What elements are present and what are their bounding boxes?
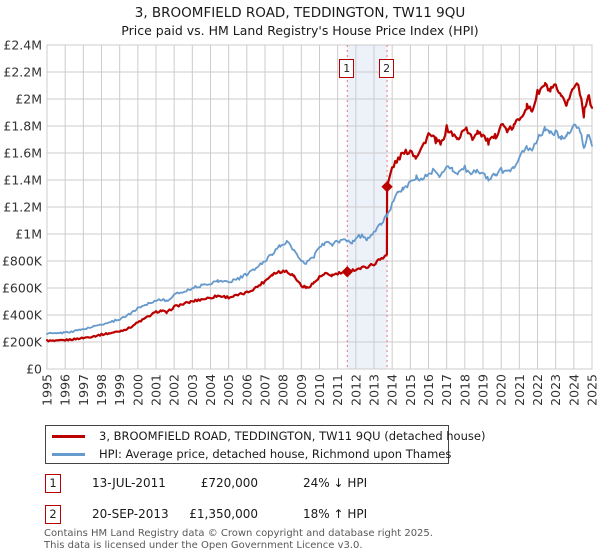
x-tick-label: 2017 [439,374,454,406]
sale-diamond-1 [341,266,353,278]
x-tick-label: 2005 [221,374,236,406]
x-tick-label: 2006 [239,374,254,406]
sale-diamond-2 [381,181,393,193]
sale-number-badge-1: 1 [45,474,61,493]
page-subtitle: Price paid vs. HM Land Registry's House … [121,23,479,38]
y-tick-label: £1.2M [3,200,42,215]
sale-marker-flag-2: 2 [379,59,395,78]
sale-hpi-delta-1: 24% ↓ HPI [303,476,368,490]
x-tick-label: 2023 [548,374,563,406]
sale-price-1: £720,000 [200,476,258,490]
sale-marker-flag-1: 1 [339,59,355,78]
y-tick-label: £2.2M [3,65,42,80]
x-tick-label: 2001 [149,374,164,406]
page-title: 3, BROOMFIELD ROAD, TEDDINGTON, TW11 9QU [134,5,466,21]
y-tick-label: £800K [2,254,43,269]
x-tick-label: 2000 [130,374,145,406]
x-tick-label: 2002 [167,374,182,406]
chart-legend: 3, BROOMFIELD ROAD, TEDDINGTON, TW11 9QU… [45,425,485,464]
y-tick-label: £1.8M [3,119,42,134]
x-tick-label: 1996 [58,374,73,406]
x-tick-label: 2011 [330,374,345,406]
legend-label-property: 3, BROOMFIELD ROAD, TEDDINGTON, TW11 9QU… [99,429,486,443]
sale-hpi-delta-2: 18% ↑ HPI [303,507,368,521]
y-tick-label: £2.4M [3,38,42,53]
legend-row-hpi: HPI: Average price, detached house, Rich… [46,445,452,463]
sale-price-2: £1,350,000 [189,507,258,521]
x-tick-label: 2024 [566,374,581,406]
x-tick-label: 2004 [203,374,218,406]
licence-line: This data is licensed under the Open Gov… [44,540,363,551]
x-tick-label: 2021 [512,374,527,406]
sale-date-2: 20-SEP-2013 [92,507,169,521]
legend-row-property: 3, BROOMFIELD ROAD, TEDDINGTON, TW11 9QU… [46,427,485,445]
y-tick-label: £1.4M [3,173,42,188]
hpi-line-sample [52,453,85,456]
copyright-line: Contains HM Land Registry data © Crown c… [44,528,433,539]
plot-frame [46,44,593,370]
legend-label-hpi: HPI: Average price, detached house, Rich… [99,447,452,461]
x-tick-label: 1997 [76,374,91,406]
x-tick-label: 2014 [385,374,400,406]
x-tick-label: 2020 [494,374,509,406]
x-tick-label: 2008 [276,374,291,406]
x-tick-label: 2003 [185,374,200,406]
sale-date-1: 13-JUL-2011 [92,476,166,490]
x-tick-label: 2022 [530,374,545,406]
x-tick-label: 2016 [421,374,436,406]
property-line-sample [52,435,85,438]
x-tick-label: 1995 [40,374,55,406]
x-tick-label: 2010 [312,374,327,406]
x-tick-label: 1999 [112,374,127,406]
sale-number-badge-2: 2 [45,505,61,524]
y-tick-label: £200K [2,335,43,350]
x-tick-label: 2007 [258,374,273,406]
x-tick-label: 2012 [348,374,363,406]
property-price-line [45,82,594,343]
y-tick-label: £400K [2,308,43,323]
y-tick-label: £0 [26,362,42,377]
y-tick-label: £1M [15,227,42,242]
x-tick-label: 2013 [367,374,382,406]
x-tick-label: 2018 [457,374,472,406]
x-tick-label: 2025 [585,374,600,406]
y-tick-label: £1.6M [3,146,42,161]
y-tick-label: £600K [2,281,43,296]
hpi-line [46,123,593,335]
x-tick-label: 2009 [294,374,309,406]
x-tick-label: 2015 [403,374,418,406]
price-chart-plot: £0 £200K £400K £600K £800K £1M £1.2M £1.4M £1.6M… [2,38,600,406]
y-tick-label: £2M [15,92,42,107]
x-tick-label: 2019 [476,374,491,406]
x-tick-label: 1998 [94,374,109,406]
